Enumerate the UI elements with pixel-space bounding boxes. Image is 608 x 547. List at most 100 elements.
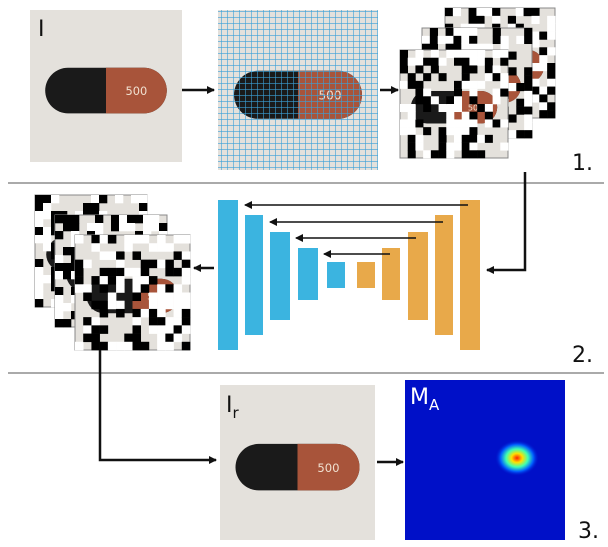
mask-cell bbox=[182, 276, 191, 285]
map-hotspot bbox=[495, 440, 539, 476]
mask-cell bbox=[415, 58, 423, 66]
mask-cell bbox=[485, 58, 493, 66]
mask-cell bbox=[469, 89, 477, 97]
mask-cell bbox=[75, 276, 84, 285]
mask-cell bbox=[111, 215, 119, 223]
mask-cell bbox=[55, 311, 63, 319]
mask-cell bbox=[182, 301, 191, 310]
mask-cell bbox=[469, 65, 477, 73]
mask-cell bbox=[430, 28, 438, 36]
image: 500 bbox=[220, 385, 375, 540]
mask-cell bbox=[100, 276, 109, 285]
mask-cell bbox=[462, 50, 470, 58]
mask-cell bbox=[539, 110, 547, 118]
mask-cell bbox=[539, 63, 547, 71]
mask-cell bbox=[100, 325, 109, 334]
mask-cell bbox=[149, 301, 158, 310]
mask-cell bbox=[408, 58, 416, 66]
mask-cell bbox=[477, 135, 485, 143]
mask-cell bbox=[539, 87, 547, 95]
mask-cell bbox=[454, 58, 462, 66]
mask-cell bbox=[524, 83, 532, 91]
mask-cell bbox=[157, 309, 166, 318]
step-label: 2. bbox=[572, 343, 593, 368]
mask-cell bbox=[133, 309, 142, 318]
mask-cell bbox=[500, 143, 508, 151]
mask-cell bbox=[124, 334, 133, 343]
mask-cell bbox=[400, 50, 408, 58]
mask-cell bbox=[516, 8, 524, 16]
mask-cell bbox=[116, 301, 125, 310]
mask-cell bbox=[547, 63, 555, 71]
mask-cell bbox=[408, 104, 416, 112]
mask-cell bbox=[485, 112, 493, 120]
mask-cell bbox=[91, 325, 100, 334]
mask-cell bbox=[111, 223, 119, 231]
mask-cell bbox=[119, 215, 127, 223]
mask-cell bbox=[143, 215, 151, 223]
mask-cell bbox=[400, 119, 408, 127]
mask-cell bbox=[454, 89, 462, 97]
mask-cell bbox=[35, 211, 43, 219]
mask-cell bbox=[91, 334, 100, 343]
mask-cell bbox=[174, 334, 183, 343]
mask-cell bbox=[547, 110, 555, 118]
mask-cell bbox=[174, 293, 183, 302]
arrow bbox=[487, 172, 525, 270]
mask-cell bbox=[415, 89, 423, 97]
mask-cell bbox=[75, 284, 84, 293]
mask-cell bbox=[133, 268, 142, 277]
mask-cell bbox=[445, 8, 453, 16]
mask-cell bbox=[43, 211, 51, 219]
mask-cell bbox=[108, 342, 117, 351]
mask-cell bbox=[524, 67, 532, 75]
mask-cell bbox=[446, 143, 454, 151]
mask-cell bbox=[35, 195, 43, 203]
mask-cell bbox=[43, 235, 51, 243]
mask-cell bbox=[539, 32, 547, 40]
unet-layer bbox=[298, 248, 318, 300]
mask-cell bbox=[439, 150, 447, 158]
mask-cell bbox=[174, 284, 183, 293]
mask-cell bbox=[531, 16, 539, 24]
mask-cell bbox=[55, 263, 63, 271]
unet-layer bbox=[460, 200, 480, 350]
mask-cell bbox=[462, 143, 470, 151]
mask-cell bbox=[493, 89, 501, 97]
mask-cell bbox=[422, 36, 430, 44]
mask-cell bbox=[423, 96, 431, 104]
mask-cell bbox=[55, 231, 63, 239]
mask-cell bbox=[159, 223, 167, 231]
grid-overlay bbox=[218, 10, 378, 170]
mask-cell bbox=[165, 301, 174, 310]
mask-cell bbox=[508, 130, 516, 138]
mask-cell bbox=[100, 342, 109, 351]
mask-cell bbox=[157, 284, 166, 293]
mask-cell bbox=[446, 36, 454, 44]
mask-cell bbox=[453, 36, 461, 44]
mask-cell bbox=[116, 251, 125, 260]
mask-cell bbox=[35, 219, 43, 227]
mask-cell bbox=[493, 96, 501, 104]
step-label: 1. bbox=[572, 151, 593, 176]
mask-cell bbox=[547, 16, 555, 24]
mask-cell bbox=[35, 283, 43, 291]
mask-cell bbox=[182, 309, 191, 318]
mask-cell bbox=[462, 150, 470, 158]
mask-cell bbox=[124, 342, 133, 351]
mask-cell bbox=[91, 301, 100, 310]
mask-cell bbox=[55, 295, 63, 303]
mask-cell bbox=[539, 102, 547, 110]
mask-cell bbox=[143, 223, 151, 231]
mask-cell bbox=[531, 87, 539, 95]
mask-cell bbox=[516, 107, 524, 115]
mask-cell bbox=[501, 36, 509, 44]
mask-cell bbox=[423, 89, 431, 97]
mask-cell bbox=[133, 293, 142, 302]
mask-cell bbox=[55, 303, 63, 311]
mask-cell bbox=[124, 268, 133, 277]
mask-cell bbox=[493, 65, 501, 73]
mask-cell bbox=[423, 150, 431, 158]
mask-cell bbox=[182, 293, 191, 302]
mask-cell bbox=[157, 342, 166, 351]
